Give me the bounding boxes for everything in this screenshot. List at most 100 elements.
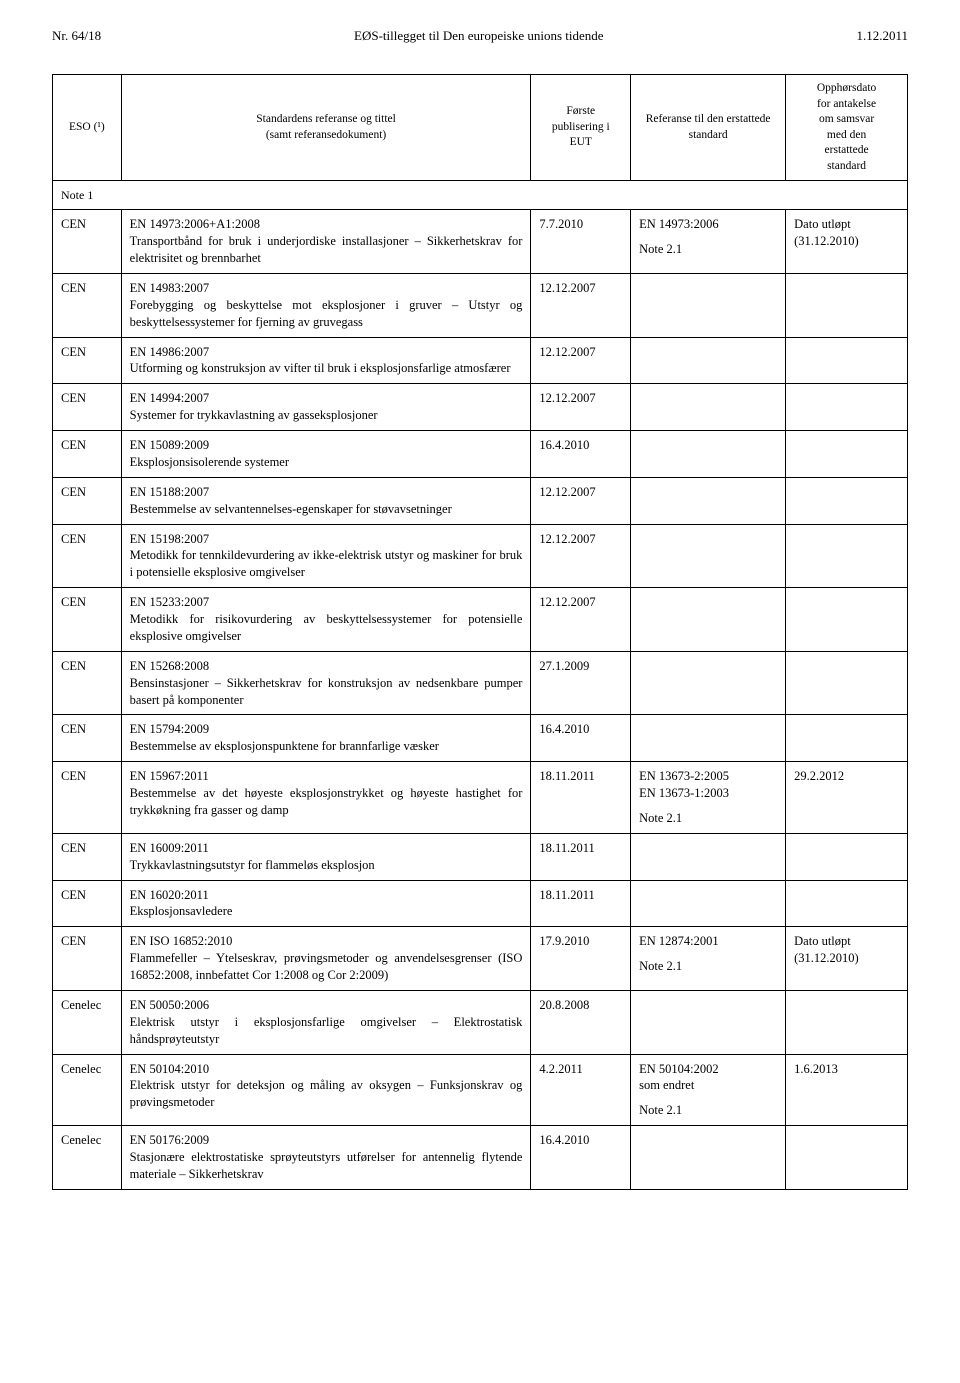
cell-title: EN 14986:2007Utforming og konstruksjon a… bbox=[121, 337, 531, 384]
standard-code: EN 16020:2011 bbox=[130, 887, 523, 904]
page-number: Nr. 64/18 bbox=[52, 28, 101, 44]
cell-replaced-ref bbox=[631, 588, 786, 652]
standard-description: Metodikk for tennkildevurdering av ikke-… bbox=[130, 547, 523, 581]
table-row: CEN EN 15188:2007Bestemmelse av selvanten… bbox=[53, 477, 908, 524]
cell-eso: CEN bbox=[53, 337, 122, 384]
cell-cessation bbox=[786, 337, 908, 384]
table-row: CENEN 14994:2007Systemer for trykkavlast… bbox=[53, 384, 908, 431]
replaced-ref-note: Note 2.1 bbox=[639, 241, 777, 258]
standard-description: Utforming og konstruksjon av vifter til … bbox=[130, 360, 523, 377]
cell-eso: CEN bbox=[53, 477, 122, 524]
cell-first-pub: 16.4.2010 bbox=[531, 715, 631, 762]
cell-first-pub: 16.4.2010 bbox=[531, 1126, 631, 1190]
standard-description: Flammefeller – Ytelseskrav, prøvingsmeto… bbox=[130, 950, 523, 984]
cell-cessation bbox=[786, 651, 908, 715]
cell-eso: CEN bbox=[53, 431, 122, 478]
standard-description: Eksplosjonsavledere bbox=[130, 903, 523, 920]
cell-cessation: Dato utløpt (31.12.2010) bbox=[786, 210, 908, 274]
table-row: CenelecEN 50050:2006Elektrisk utstyr i e… bbox=[53, 990, 908, 1054]
replaced-ref: EN 12874:2001 bbox=[639, 933, 777, 950]
standard-description: Transportbånd for bruk i underjordiske i… bbox=[130, 233, 523, 267]
cell-eso: CEN bbox=[53, 762, 122, 834]
cell-first-pub: 12.12.2007 bbox=[531, 273, 631, 337]
standard-description: Stasjonære elektrostatiske sprøyteutstyr… bbox=[130, 1149, 523, 1183]
note1-cell: Note 1 bbox=[53, 181, 908, 210]
table-body: CENEN 14973:2006+A1:2008Transportbånd fo… bbox=[53, 210, 908, 1190]
standard-code: EN 15089:2009 bbox=[130, 437, 523, 454]
standard-description: Bestemmelse av selvantennelses-egenskape… bbox=[130, 501, 523, 518]
cell-cessation bbox=[786, 477, 908, 524]
note1-row: Note 1 bbox=[53, 181, 908, 210]
cell-cessation: Dato utløpt (31.12.2010) bbox=[786, 927, 908, 991]
col-first-pub: Første publisering i EUT bbox=[531, 75, 631, 181]
cell-eso: CEN bbox=[53, 715, 122, 762]
table-row: CENEN 14973:2006+A1:2008Transportbånd fo… bbox=[53, 210, 908, 274]
cell-eso: CEN bbox=[53, 927, 122, 991]
cell-replaced-ref bbox=[631, 431, 786, 478]
cell-cessation bbox=[786, 588, 908, 652]
table-header: ESO (¹) Standardens referanse og tittel … bbox=[53, 75, 908, 210]
cell-eso: Cenelec bbox=[53, 990, 122, 1054]
cell-replaced-ref: EN 13673-2:2005 EN 13673-1:2003Note 2.1 bbox=[631, 762, 786, 834]
cell-replaced-ref: EN 12874:2001Note 2.1 bbox=[631, 927, 786, 991]
standard-description: Eksplosjonsisolerende systemer bbox=[130, 454, 523, 471]
table-row: CENEN 14983:2007Forebygging og beskyttel… bbox=[53, 273, 908, 337]
table-row: CENEN 14986:2007Utforming og konstruksjo… bbox=[53, 337, 908, 384]
table-row: CEN EN 15089:2009Eksplosjonsisolerende sy… bbox=[53, 431, 908, 478]
replaced-ref-note: Note 2.1 bbox=[639, 1102, 777, 1119]
cell-eso: CEN bbox=[53, 273, 122, 337]
replaced-ref-note: Note 2.1 bbox=[639, 810, 777, 827]
cell-first-pub: 12.12.2007 bbox=[531, 477, 631, 524]
replaced-ref: EN 50104:2002 som endret bbox=[639, 1061, 777, 1095]
cell-title: EN 15268:2008Bensinstasjoner – Sikkerhet… bbox=[121, 651, 531, 715]
cell-cessation bbox=[786, 880, 908, 927]
cell-cessation bbox=[786, 833, 908, 880]
cell-title: EN 16009:2011Trykkavlastningsutstyr for … bbox=[121, 833, 531, 880]
cell-replaced-ref bbox=[631, 524, 786, 588]
cell-first-pub: 18.11.2011 bbox=[531, 762, 631, 834]
cell-title: EN 50104:2010Elektrisk utstyr for deteks… bbox=[121, 1054, 531, 1126]
cell-replaced-ref bbox=[631, 990, 786, 1054]
cell-replaced-ref bbox=[631, 477, 786, 524]
col-ref-replaced: Referanse til den erstattede standard bbox=[631, 75, 786, 181]
standard-code: EN 15794:2009 bbox=[130, 721, 523, 738]
cell-replaced-ref: EN 50104:2002 som endret Note 2.1 bbox=[631, 1054, 786, 1126]
table-row: CENEN 15794:2009Bestemmelse av eksplosjo… bbox=[53, 715, 908, 762]
table-row: CenelecEN 50104:2010Elektrisk utstyr for… bbox=[53, 1054, 908, 1126]
cell-first-pub: 27.1.2009 bbox=[531, 651, 631, 715]
standard-description: Forebygging og beskyttelse mot eksplosjo… bbox=[130, 297, 523, 331]
cell-title: EN 15198:2007Metodikk for tennkildevurde… bbox=[121, 524, 531, 588]
cell-first-pub: 20.8.2008 bbox=[531, 990, 631, 1054]
cell-title: EN 50176:2009Stasjonære elektrostatiske … bbox=[121, 1126, 531, 1190]
cell-replaced-ref: EN 14973:2006Note 2.1 bbox=[631, 210, 786, 274]
cell-cessation bbox=[786, 273, 908, 337]
cell-replaced-ref bbox=[631, 273, 786, 337]
standard-code: EN 15188:2007 bbox=[130, 484, 523, 501]
standard-code: EN 14994:2007 bbox=[130, 390, 523, 407]
table-row: CENEN 15233:2007Metodikk for risikovurde… bbox=[53, 588, 908, 652]
cell-title: EN 15794:2009Bestemmelse av eksplosjonsp… bbox=[121, 715, 531, 762]
standard-code: EN 14973:2006+A1:2008 bbox=[130, 216, 523, 233]
cell-title: EN 16020:2011Eksplosjonsavledere bbox=[121, 880, 531, 927]
cell-eso: CEN bbox=[53, 210, 122, 274]
cell-first-pub: 18.11.2011 bbox=[531, 833, 631, 880]
cell-replaced-ref bbox=[631, 833, 786, 880]
cell-replaced-ref bbox=[631, 1126, 786, 1190]
standard-description: Elektrisk utstyr i eksplosjonsfarlige om… bbox=[130, 1014, 523, 1048]
cell-first-pub: 12.12.2007 bbox=[531, 588, 631, 652]
cell-cessation bbox=[786, 715, 908, 762]
cell-title: EN 14973:2006+A1:2008Transportbånd for b… bbox=[121, 210, 531, 274]
page-date: 1.12.2011 bbox=[856, 28, 908, 44]
cell-replaced-ref bbox=[631, 337, 786, 384]
standard-code: EN ISO 16852:2010 bbox=[130, 933, 523, 950]
cell-title: EN 15967:2011Bestemmelse av det høyeste … bbox=[121, 762, 531, 834]
standard-description: Metodikk for risikovurdering av beskytte… bbox=[130, 611, 523, 645]
cell-cessation bbox=[786, 1126, 908, 1190]
cell-cessation bbox=[786, 431, 908, 478]
cell-cessation: 29.2.2012 bbox=[786, 762, 908, 834]
cell-first-pub: 12.12.2007 bbox=[531, 337, 631, 384]
cell-first-pub: 12.12.2007 bbox=[531, 384, 631, 431]
cell-first-pub: 16.4.2010 bbox=[531, 431, 631, 478]
cell-eso: CEN bbox=[53, 833, 122, 880]
standard-description: Systemer for trykkavlastning av gasseksp… bbox=[130, 407, 523, 424]
